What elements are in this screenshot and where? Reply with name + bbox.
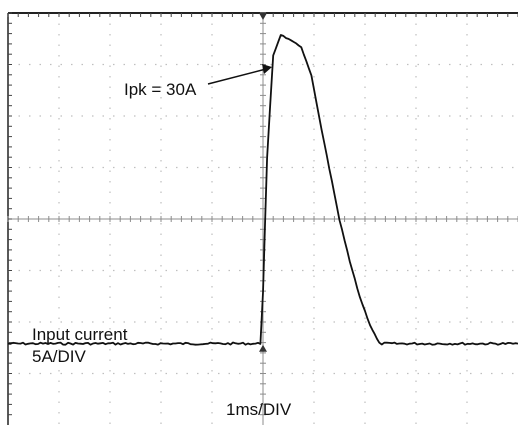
- peak-annotation: Ipk = 30A: [124, 80, 197, 99]
- peak-arrow: [207, 68, 267, 85]
- vertical-scale-label: 5A/DIV: [32, 347, 87, 366]
- trigger-marker-top: [259, 13, 267, 20]
- input-current-trace: [7, 34, 518, 346]
- trigger-level-marker: [259, 344, 267, 352]
- channel-label: Input current: [32, 325, 128, 344]
- horizontal-scale-label: 1ms/DIV: [226, 400, 292, 419]
- center-axes: [7, 12, 518, 425]
- peak-arrow-head: [262, 64, 272, 74]
